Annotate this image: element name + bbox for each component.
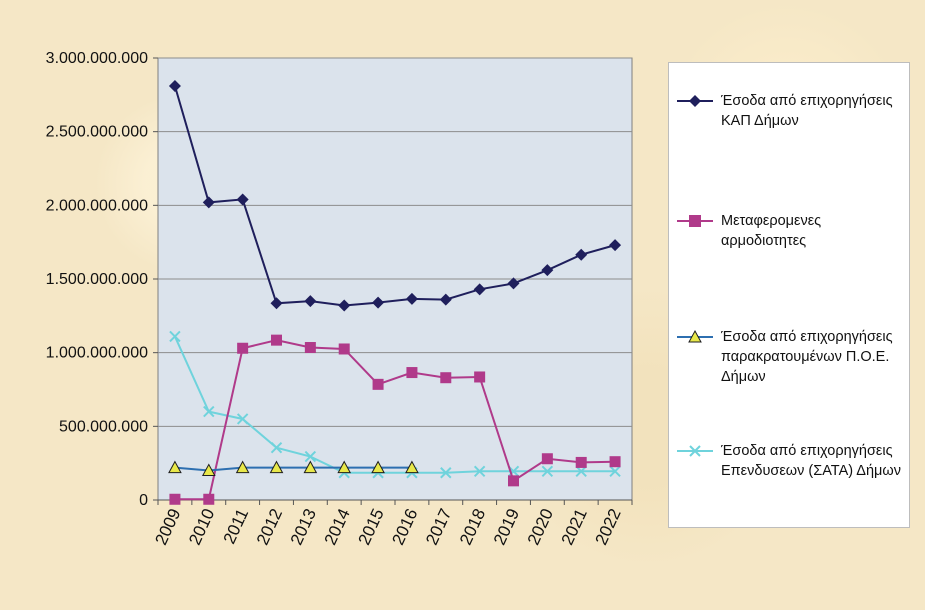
data-point [405,460,419,474]
data-point [269,460,284,474]
x-tick-label: 2018 [456,506,489,548]
x-tick-label: 2021 [558,506,591,548]
data-point [338,343,350,355]
x-tick-label: 2012 [253,506,286,548]
data-point [270,441,283,454]
x-tick-label: 2011 [220,506,253,547]
legend-label: Έσοδα από επιχορηγήσεις Επενδυσεων (ΣΑΤΑ… [721,443,901,479]
data-point [271,334,282,346]
data-point [202,196,215,209]
data-point [609,465,621,477]
x-tick-label: 2022 [591,506,624,548]
data-point [236,193,249,206]
data-point [372,378,384,390]
data-point [203,405,215,418]
legend-marker-square-icon [677,215,713,227]
x-tick-label: 2013 [287,506,320,548]
x-tick-label: 2019 [490,506,523,548]
series-line [174,339,616,501]
series-line [173,85,616,307]
data-point [440,372,452,384]
data-point [473,283,486,296]
legend-label: Έσοδα από επιχορηγήσεις ΚΑΠ Δήμων [721,93,893,129]
data-point [304,342,316,354]
y-tick-label: 3.000.000.000 [46,50,148,67]
y-tick-label: 2.000.000.000 [46,197,148,214]
data-point [575,248,588,261]
data-point [236,413,249,425]
data-point [575,465,587,477]
y-tick-label: 0 [139,492,148,509]
data-point [473,465,486,477]
data-point [168,79,181,92]
data-point [203,493,215,505]
data-point [338,299,351,312]
data-point [507,277,520,290]
data-point [304,295,317,308]
legend-marker-diamond-icon [677,95,713,107]
x-tick-label: 2014 [321,506,354,548]
data-point [168,460,182,474]
data-point [609,239,622,252]
data-point [337,460,352,474]
legend-label: Μεταφερομενες αρμοδιοτητες [721,213,822,249]
data-point [406,367,418,379]
legend-marker-triangle-icon [677,329,713,343]
series-line [174,336,616,474]
y-tick-label: 1.500.000.000 [46,271,148,288]
data-point [371,460,385,474]
legend-marker-x-icon [677,445,713,457]
x-tick-label: 2010 [185,506,218,548]
data-point [270,297,283,310]
x-tick-label: 2009 [151,506,184,548]
data-point [575,456,587,468]
data-point [609,456,621,468]
data-point [439,293,452,306]
data-point [304,450,317,463]
data-point [303,460,318,474]
x-tick-label: 2020 [524,506,557,548]
y-tick-label: 500.000.000 [59,418,148,435]
data-point [405,292,418,305]
y-tick-label: 1.000.000.000 [46,345,148,362]
legend-label: Έσοδα από επιχορηγήσεις παρακρατουμένων … [721,329,893,385]
y-tick-label: 2.500.000.000 [46,124,148,141]
data-point [201,463,216,477]
data-point [541,465,554,477]
data-point [169,493,181,505]
data-point [541,264,554,277]
data-point [508,475,519,487]
data-point [169,330,181,343]
x-tick-label: 2017 [422,506,455,548]
legend: Έσοδα από επιχορηγήσεις ΚΑΠ Δήμων Μεταφε… [668,62,910,528]
series-line [174,466,412,472]
data-point [235,460,250,474]
data-point [372,296,385,309]
data-point [541,453,553,465]
data-point [440,467,452,479]
x-tick-label: 2015 [354,506,387,548]
data-point [474,371,486,383]
x-tick-label: 2016 [388,506,421,548]
data-point [237,342,249,354]
